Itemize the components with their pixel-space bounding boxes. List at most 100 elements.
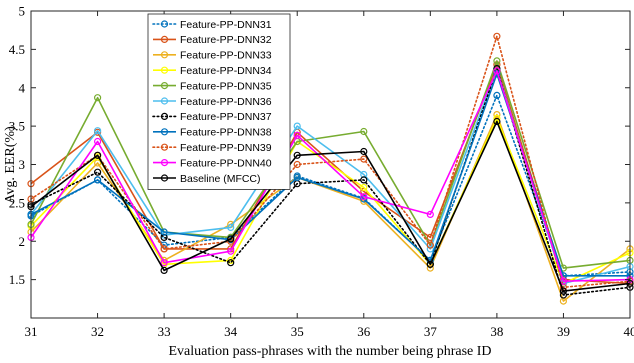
series-6 bbox=[27, 64, 634, 288]
legend-marker bbox=[160, 97, 169, 105]
series-line bbox=[30, 67, 631, 285]
data-point bbox=[360, 193, 368, 201]
data-point bbox=[93, 168, 102, 176]
series-9 bbox=[27, 32, 634, 291]
data-point bbox=[293, 160, 301, 169]
data-point bbox=[360, 155, 368, 163]
legend-label: Feature-PP-DNN33 bbox=[180, 50, 272, 62]
data-point bbox=[293, 151, 301, 159]
legend-marker bbox=[160, 51, 169, 59]
y-tick-label: 2.5 bbox=[9, 195, 25, 210]
x-tick-label: 35 bbox=[291, 324, 304, 339]
y-tick-label: 4 bbox=[19, 80, 26, 95]
legend: Feature-PP-DNN31 Feature-PP-DNN32 Feature-… bbox=[147, 13, 291, 190]
data-point bbox=[160, 245, 168, 253]
data-point bbox=[426, 210, 434, 218]
legend-item: Feature-PP-DNN36 bbox=[153, 96, 272, 108]
series-10 bbox=[27, 67, 634, 285]
legend-label: Feature-PP-DNN32 bbox=[180, 34, 272, 46]
legend-item: Feature-PP-DNN35 bbox=[153, 80, 272, 92]
data-point bbox=[493, 91, 501, 100]
data-point bbox=[360, 127, 368, 136]
y-tick-label: 3.5 bbox=[9, 119, 25, 134]
legend-label: Feature-PP-DNN38 bbox=[180, 127, 272, 139]
data-point bbox=[93, 151, 102, 159]
y-tick-label: 3 bbox=[19, 157, 26, 172]
legend-item: Feature-PP-DNN38 bbox=[153, 127, 272, 139]
data-point bbox=[160, 266, 168, 274]
legend-marker bbox=[160, 66, 169, 74]
series-line bbox=[30, 73, 630, 277]
series-8 bbox=[27, 70, 634, 280]
data-point bbox=[227, 223, 235, 231]
x-tick-label: 36 bbox=[357, 324, 371, 339]
y-tick-label: 2 bbox=[19, 234, 26, 249]
y-axis-label: Avg. EER(%) bbox=[3, 126, 18, 204]
y-tick-label: 1.5 bbox=[9, 272, 25, 287]
legend-label: Feature-PP-DNN40 bbox=[180, 157, 272, 169]
series-line bbox=[30, 120, 631, 292]
legend-label: Feature-PP-DNN35 bbox=[180, 80, 272, 92]
data-point bbox=[227, 259, 235, 267]
legend-marker bbox=[160, 143, 169, 151]
x-tick-label: 39 bbox=[557, 324, 570, 339]
x-tick-label: 32 bbox=[91, 324, 104, 339]
series-7 bbox=[27, 64, 634, 299]
legend-marker bbox=[160, 112, 169, 121]
data-point bbox=[93, 94, 102, 102]
data-point bbox=[559, 277, 568, 285]
data-point bbox=[160, 228, 168, 236]
data-point bbox=[293, 122, 301, 130]
legend-label: Feature-PP-DNN36 bbox=[180, 96, 272, 108]
legend-marker bbox=[160, 159, 169, 167]
legend-item: Feature-PP-DNN31 bbox=[152, 19, 272, 31]
data-point bbox=[227, 247, 235, 255]
x-tick-label: 31 bbox=[25, 324, 38, 339]
legend-item: Baseline (MFCC) bbox=[153, 173, 261, 185]
series-line bbox=[30, 94, 631, 277]
data-point bbox=[293, 131, 301, 139]
legend-item: Feature-PP-DNN32 bbox=[153, 34, 272, 46]
series-2 bbox=[27, 61, 634, 288]
x-tick-label: 40 bbox=[624, 324, 634, 339]
y-tick-label: 5 bbox=[19, 4, 26, 19]
data-point bbox=[559, 291, 568, 299]
data-point bbox=[227, 256, 235, 264]
legend-item: Feature-PP-DNN33 bbox=[153, 50, 272, 62]
data-point bbox=[293, 173, 301, 182]
series-line bbox=[30, 70, 631, 283]
x-tick-label: 34 bbox=[224, 324, 238, 339]
legend-label: Feature-PP-DNN37 bbox=[180, 111, 272, 123]
legend-label: Feature-PP-DNN31 bbox=[180, 19, 272, 31]
legend-marker bbox=[160, 20, 169, 28]
data-point bbox=[426, 241, 434, 249]
data-point bbox=[227, 235, 235, 243]
data-point bbox=[360, 176, 368, 184]
x-tick-label: 38 bbox=[490, 324, 503, 339]
x-tick-label: 37 bbox=[424, 324, 438, 339]
data-point bbox=[160, 233, 168, 241]
series-11 bbox=[27, 117, 634, 295]
legend-item: Feature-PP-DNN34 bbox=[153, 65, 272, 77]
data-point bbox=[93, 137, 102, 146]
series-1 bbox=[27, 91, 634, 280]
series-line bbox=[30, 67, 631, 296]
legend-marker bbox=[160, 35, 169, 44]
data-point bbox=[93, 127, 102, 135]
legend-item: Feature-PP-DNN39 bbox=[152, 142, 272, 154]
data-point bbox=[493, 67, 501, 75]
data-point bbox=[360, 183, 368, 192]
series-line bbox=[30, 63, 631, 285]
series-line bbox=[30, 117, 631, 285]
series-line bbox=[30, 35, 631, 289]
x-axis-label: Evaluation pass-phrases with the number … bbox=[168, 344, 491, 359]
legend-label: Feature-PP-DNN34 bbox=[180, 65, 272, 77]
legend-marker bbox=[160, 81, 169, 90]
y-tick-label: 4.5 bbox=[9, 42, 25, 57]
data-point bbox=[493, 117, 501, 126]
data-point bbox=[493, 32, 501, 40]
data-point bbox=[160, 259, 168, 267]
data-point bbox=[493, 110, 501, 119]
legend-label: Feature-PP-DNN39 bbox=[180, 142, 272, 154]
data-point bbox=[426, 260, 434, 268]
